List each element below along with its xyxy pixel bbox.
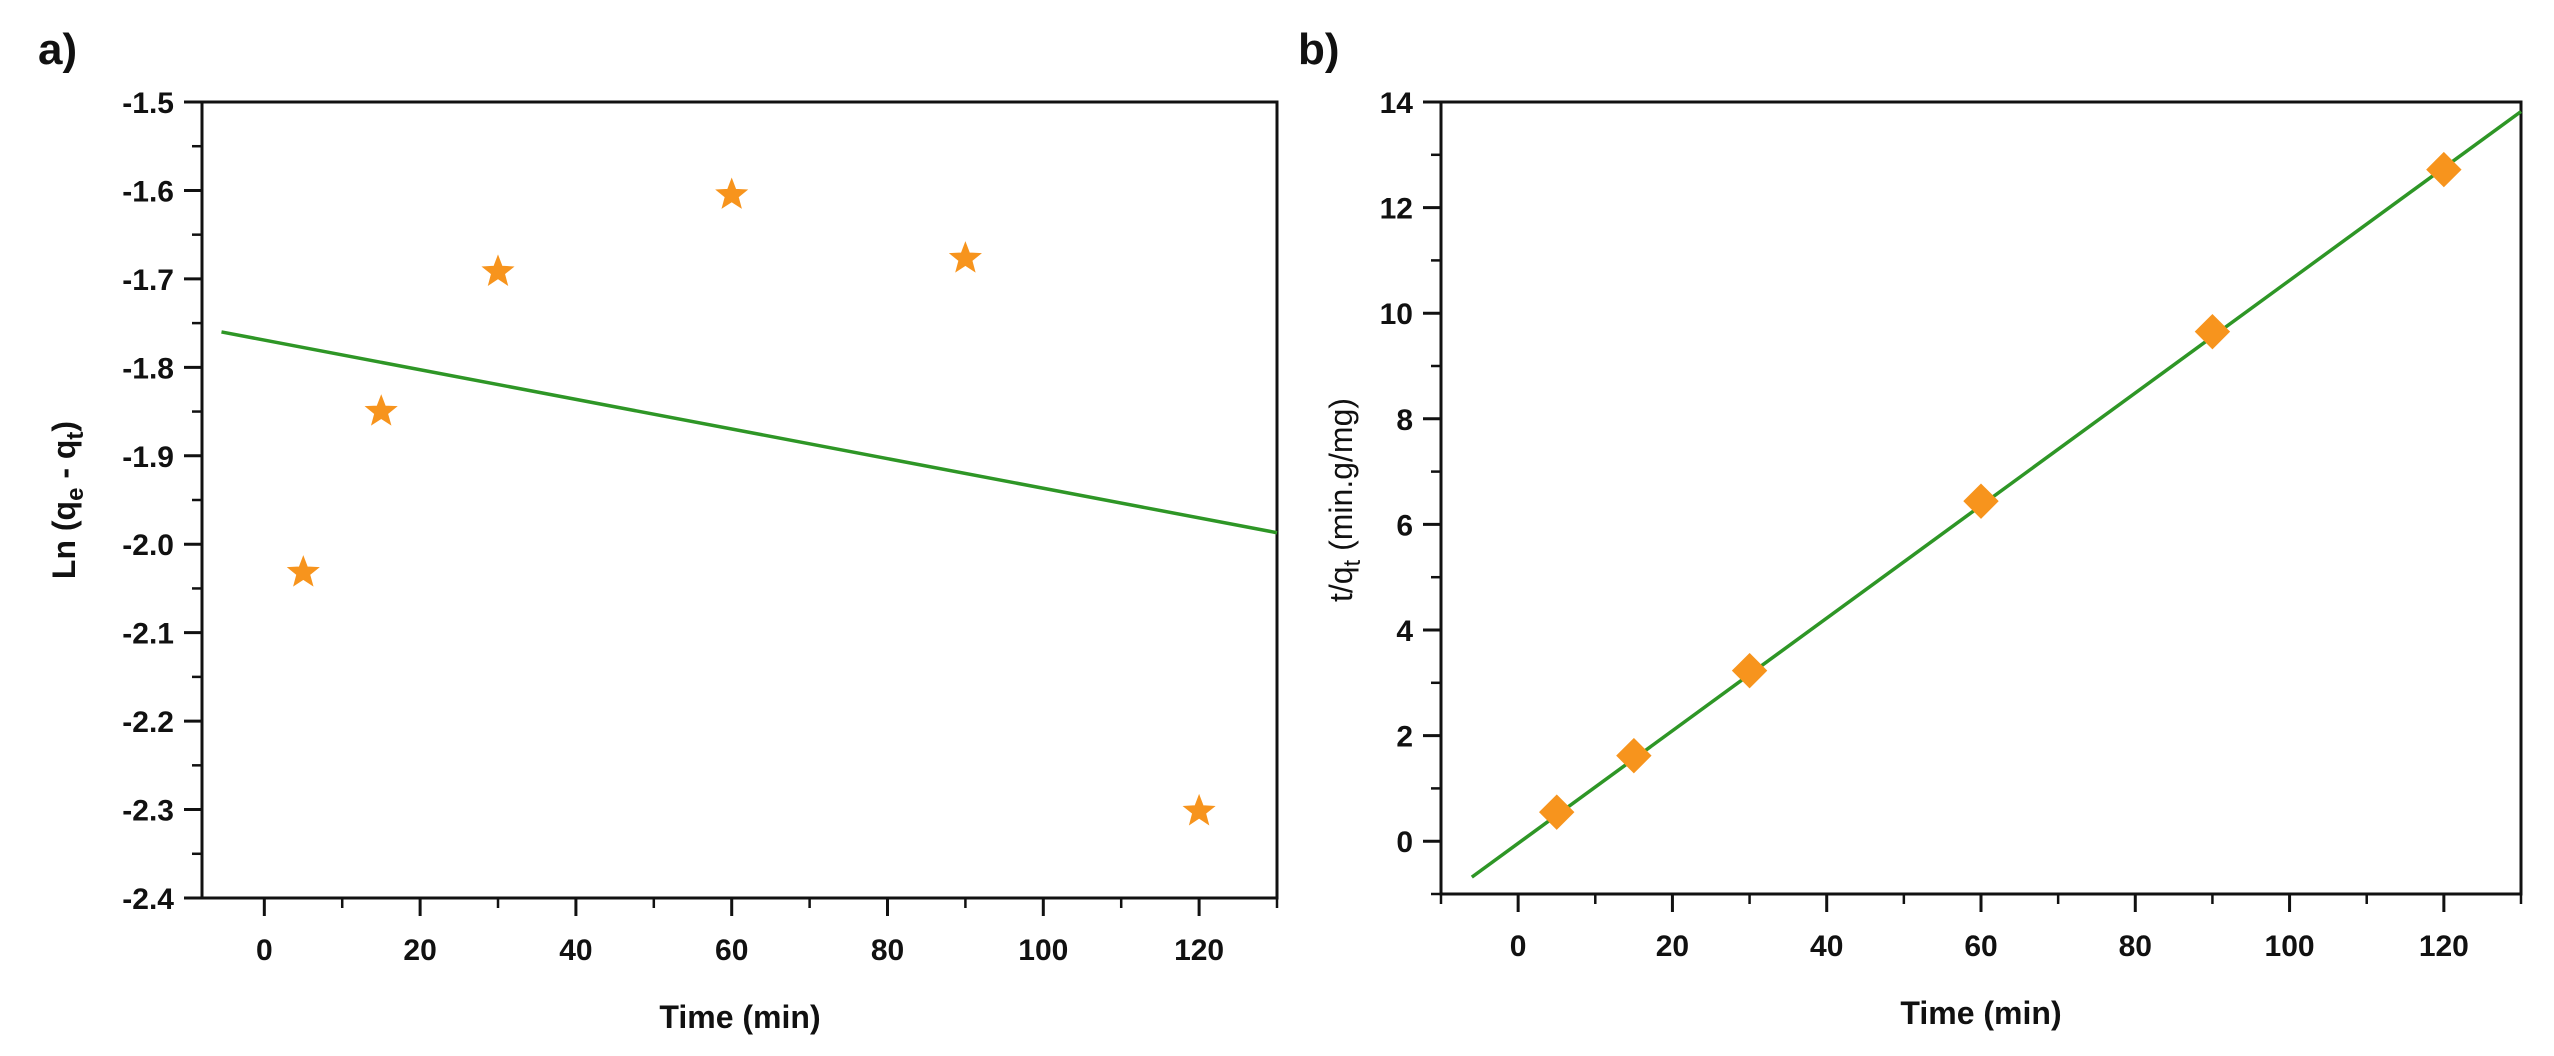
x-tick-label: 100 — [2265, 930, 2315, 963]
data-point-diamond — [2194, 313, 2231, 350]
y-tick-label: -1.9 — [122, 441, 174, 474]
x-tick-label: 80 — [871, 934, 904, 967]
y-tick-label: -2.4 — [122, 883, 174, 916]
data-point-diamond — [1616, 737, 1652, 774]
data-point-diamond — [2426, 151, 2462, 188]
x-tick-label: 100 — [1018, 934, 1068, 967]
y-tick-label: 2 — [1396, 721, 1413, 754]
x-tick-label: 20 — [1656, 930, 1689, 963]
data-point-star — [364, 394, 398, 426]
y-tick-label: -2.3 — [122, 795, 174, 828]
panel-a-label: a) — [38, 25, 77, 74]
y-tick-label: 10 — [1380, 298, 1413, 331]
fit-line — [1470, 110, 2523, 879]
panel-a-y-axis-label: Ln (qe - qt) — [46, 421, 89, 579]
data-point-diamond — [1963, 483, 1999, 519]
y-tick-label: 4 — [1396, 615, 1413, 648]
panel-b-chart: b) 0 20 40 60 80 100 120 0 2 4 6 8 10 12 14 Time (min… — [1298, 25, 2523, 1031]
data-point-star — [715, 177, 749, 209]
y-tick-label: -1.8 — [122, 352, 174, 385]
x-tick-label: 120 — [2419, 930, 2469, 963]
y-tick-label: 8 — [1396, 404, 1413, 437]
panel-a-plot-frame — [200, 100, 1279, 900]
panel-b-x-axis-label: Time (min) — [1900, 995, 2061, 1031]
x-tick-label: 40 — [559, 934, 592, 967]
data-point-star — [286, 555, 320, 587]
data-point-diamond — [1539, 794, 1575, 830]
x-tick-label: 80 — [2119, 930, 2152, 963]
panel-b-y-axis-label: t/qt (min.g/mg) — [1323, 398, 1366, 602]
data-point-star — [481, 254, 515, 286]
panel-a-x-axis-label: Time (min) — [659, 999, 820, 1035]
panel-b-label: b) — [1298, 25, 1340, 74]
x-tick-label: 0 — [1510, 930, 1527, 963]
y-tick-label: 6 — [1396, 509, 1413, 542]
fit-line — [221, 330, 1278, 535]
y-tick-label: 14 — [1380, 87, 1414, 120]
x-tick-label: 20 — [403, 934, 436, 967]
y-tick-label: -1.7 — [122, 264, 174, 297]
x-tick-label: 0 — [256, 934, 273, 967]
data-point-diamond — [1731, 652, 1768, 689]
y-tick-label: -1.5 — [122, 87, 174, 120]
y-tick-label: -2.1 — [122, 618, 174, 651]
x-tick-label: 120 — [1174, 934, 1224, 967]
y-tick-label: -1.6 — [122, 175, 174, 208]
x-tick-label: 40 — [1810, 930, 1843, 963]
x-tick-label: 60 — [715, 934, 748, 967]
panel-a-chart: a) 0 20 40 60 80 100 120 -2.4 -2.3 -2.2 -2.1 -2.0 -… — [38, 25, 1279, 1035]
panel-b-plot-frame — [1439, 100, 2523, 896]
y-tick-label: -2.2 — [122, 706, 174, 739]
x-tick-label: 60 — [1964, 930, 1997, 963]
y-tick-label: -2.0 — [122, 529, 174, 562]
y-tick-label: 12 — [1380, 193, 1413, 226]
data-point-star — [1182, 793, 1216, 826]
y-tick-label: 0 — [1396, 826, 1413, 859]
data-point-star — [948, 241, 982, 273]
